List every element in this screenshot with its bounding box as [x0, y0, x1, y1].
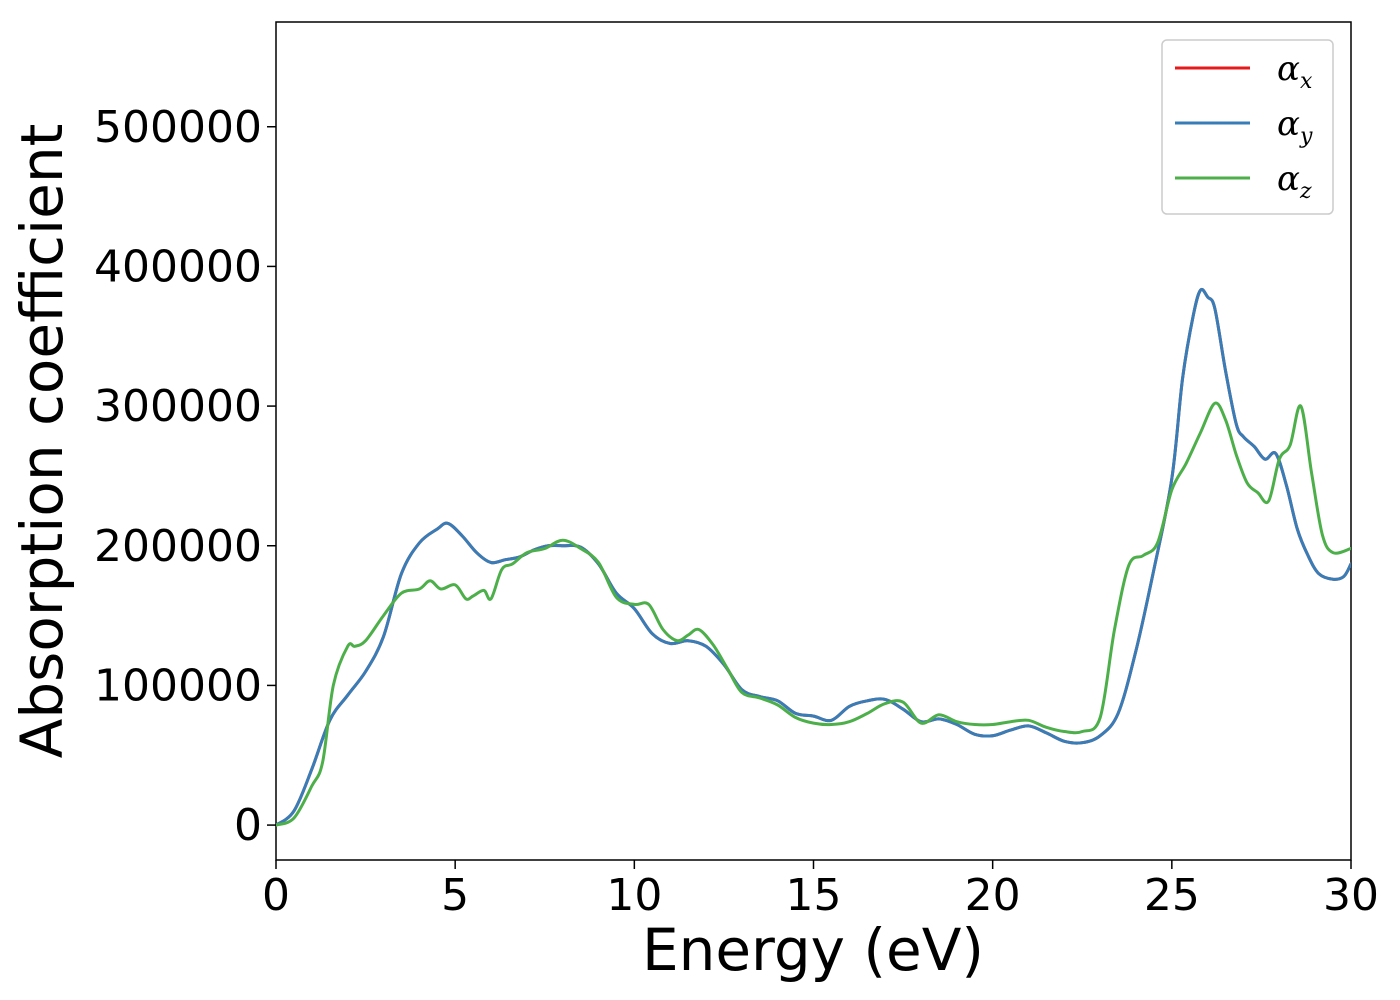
ticks-layer: 0 5 10 15 20 25 30 0 100000 200000 300000 400000 500…: [94, 102, 1379, 921]
legend-label-alpha-y: αy: [1277, 104, 1313, 149]
y-tick-label: 500000: [94, 102, 262, 153]
x-tick-label: 15: [786, 870, 842, 921]
x-tick-label: 30: [1323, 870, 1379, 921]
y-tick-label: 0: [234, 800, 262, 851]
y-tick-label: 100000: [94, 660, 262, 711]
series-layer: [276, 287, 1351, 827]
x-tick-label: 10: [606, 870, 662, 921]
legend-label-alpha-x: αx: [1277, 49, 1313, 94]
y-tick-label: 400000: [94, 241, 262, 292]
y-tick-label: 200000: [94, 521, 262, 572]
series-line-alpha-y: [276, 287, 1351, 827]
series-line-alpha-z: [276, 401, 1351, 827]
y-axis-label: Absorption coefficient: [8, 124, 76, 759]
legend-frame: [1161, 39, 1334, 215]
x-tick-label: 25: [1144, 870, 1200, 921]
y-tick-label: 300000: [94, 381, 262, 432]
legend-label-alpha-z: αz: [1277, 159, 1312, 204]
legend: αx αy αz: [1161, 39, 1334, 215]
x-tick-label: 5: [441, 870, 469, 921]
x-axis-label: Energy (eV): [642, 916, 984, 984]
x-tick-label: 0: [262, 870, 290, 921]
x-tick-label: 20: [965, 870, 1021, 921]
